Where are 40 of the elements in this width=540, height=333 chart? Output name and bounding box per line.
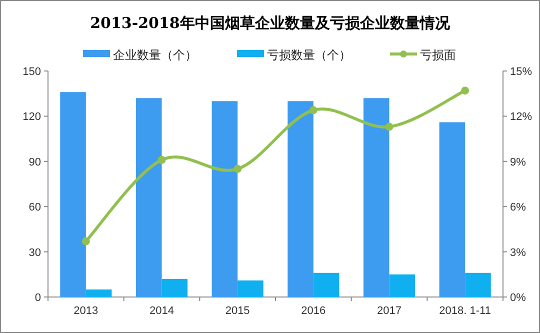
bar (465, 272, 491, 297)
point (385, 122, 394, 131)
point (461, 86, 470, 95)
title: 2013-2018年中国烟草企业数量及亏损企业数量情况 (90, 14, 450, 32)
bar (389, 274, 416, 297)
y-tick-label: 150 (22, 66, 41, 78)
bar (212, 101, 238, 297)
bar (136, 98, 162, 297)
y2-tick-label: 0% (510, 292, 526, 304)
bar (313, 272, 340, 297)
point (309, 106, 318, 114)
y-tick-label: 120 (22, 111, 41, 124)
x-tick-label: 2015 (225, 305, 250, 317)
bar (60, 92, 86, 297)
point (234, 164, 242, 173)
y2-tick-label: 15% (510, 66, 532, 78)
legend-label: 企业数量（个） (113, 48, 197, 62)
y-tick-label: 60 (28, 202, 41, 214)
legend-label: 亏损数量（个） (267, 48, 351, 62)
x-tick-label: 2016 (301, 305, 326, 317)
bar (288, 101, 314, 297)
y2-tick-label: 12% (510, 111, 532, 124)
point (82, 237, 90, 246)
x-tick-label: 2017 (377, 305, 402, 317)
y2-tick-label: 3% (510, 246, 526, 259)
bar (363, 98, 390, 297)
bar (86, 289, 112, 297)
y-tick-label: 30 (28, 246, 41, 259)
bar (439, 122, 466, 297)
bar (238, 280, 264, 297)
y2-tick-label: 9% (510, 156, 526, 168)
x-tick-label: 2014 (150, 305, 174, 317)
y-tick-label: 90 (28, 156, 41, 168)
y2-tick-label: 6% (510, 202, 526, 214)
x-tick-label: 2013 (74, 305, 98, 317)
point (158, 156, 166, 164)
legend-label: 亏损面 (420, 48, 456, 62)
x-tick-label: 2018. 1-11 (439, 305, 491, 317)
y-tick-label: 0 (34, 292, 41, 304)
bar (162, 278, 188, 297)
